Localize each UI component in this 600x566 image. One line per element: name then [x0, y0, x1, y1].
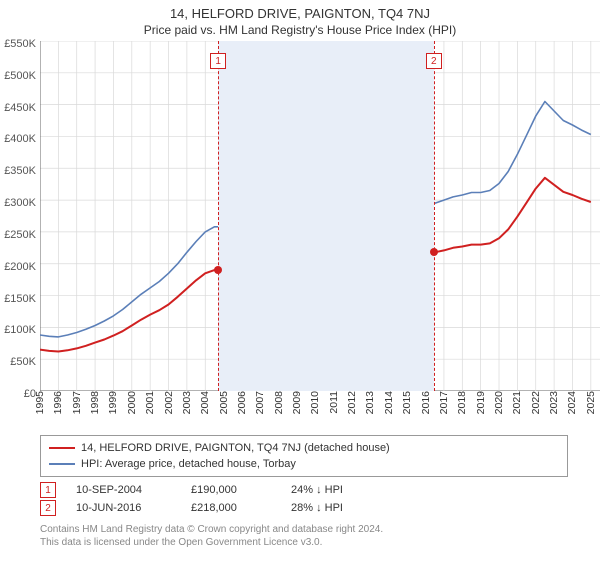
y-axis-labels: £0£50K£100K£150K£200K£250K£300K£350K£400… [0, 44, 40, 394]
transaction-marker-1: 1 [40, 482, 56, 498]
chart-subtitle: Price paid vs. HM Land Registry's House … [0, 23, 600, 37]
chart-title: 14, HELFORD DRIVE, PAIGNTON, TQ4 7NJ [0, 6, 600, 21]
transaction-price: £190,000 [191, 484, 271, 496]
footer-line-2: This data is licensed under the Open Gov… [40, 536, 560, 549]
transaction-diff: 28% ↓ HPI [291, 502, 343, 514]
legend-row-hpi: HPI: Average price, detached house, Torb… [49, 456, 559, 472]
transaction-price: £218,000 [191, 502, 271, 514]
transaction-date: 10-SEP-2004 [76, 484, 171, 496]
transaction-table: 1 10-SEP-2004 £190,000 24% ↓ HPI 2 10-JU… [40, 481, 560, 517]
legend-label-property: 14, HELFORD DRIVE, PAIGNTON, TQ4 7NJ (de… [81, 442, 390, 454]
chart-area: 12 [40, 41, 600, 391]
footer: Contains HM Land Registry data © Crown c… [40, 523, 560, 549]
legend-row-property: 14, HELFORD DRIVE, PAIGNTON, TQ4 7NJ (de… [49, 440, 559, 456]
legend-swatch-hpi [49, 463, 75, 465]
x-axis-labels: 1995199619971998199920002001200220032004… [40, 391, 600, 431]
shaded-period [218, 41, 434, 391]
transaction-diff: 24% ↓ HPI [291, 484, 343, 496]
transaction-row: 2 10-JUN-2016 £218,000 28% ↓ HPI [40, 499, 560, 517]
legend: 14, HELFORD DRIVE, PAIGNTON, TQ4 7NJ (de… [40, 435, 568, 477]
footer-line-1: Contains HM Land Registry data © Crown c… [40, 523, 560, 536]
transaction-date: 10-JUN-2016 [76, 502, 171, 514]
legend-label-hpi: HPI: Average price, detached house, Torb… [81, 458, 296, 470]
transaction-row: 1 10-SEP-2004 £190,000 24% ↓ HPI [40, 481, 560, 499]
transaction-marker-2: 2 [40, 500, 56, 516]
legend-swatch-property [49, 447, 75, 449]
